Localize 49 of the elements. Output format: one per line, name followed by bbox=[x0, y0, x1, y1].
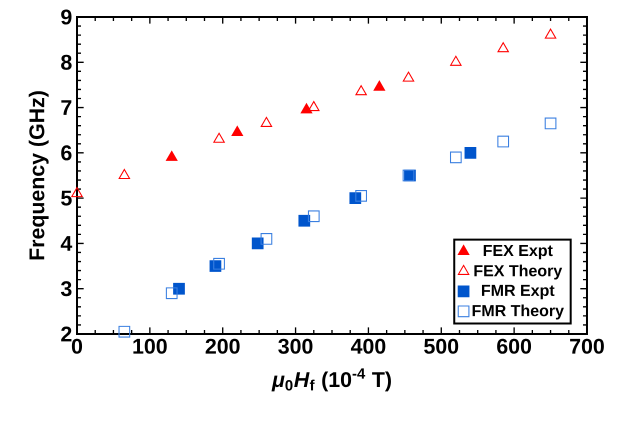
point bbox=[173, 282, 185, 295]
point bbox=[355, 85, 367, 96]
point bbox=[450, 152, 462, 164]
point bbox=[252, 238, 264, 250]
point bbox=[118, 168, 130, 180]
point bbox=[308, 101, 320, 112]
x-tick-label: 500 bbox=[424, 338, 458, 354]
y-tick-label: 9 bbox=[61, 9, 72, 25]
point bbox=[544, 118, 556, 130]
y-tick-label: 5 bbox=[61, 190, 72, 206]
point bbox=[308, 210, 320, 222]
point bbox=[402, 72, 414, 82]
legend-label: FMR Theory bbox=[472, 304, 564, 320]
point bbox=[118, 326, 130, 338]
point bbox=[544, 28, 556, 39]
point bbox=[213, 258, 225, 270]
x-tick-label: 700 bbox=[570, 338, 604, 354]
y-tick-label: 7 bbox=[61, 100, 72, 115]
point bbox=[260, 233, 272, 245]
point bbox=[166, 287, 178, 300]
legend-label: FEX Theory bbox=[474, 264, 562, 280]
point bbox=[355, 190, 368, 202]
x-axis-title: μ$_{0}$H$_{f}$ (10$^{-4}$ T) bbox=[272, 368, 391, 392]
point bbox=[166, 150, 178, 161]
point bbox=[464, 146, 476, 159]
x-tick-label: 600 bbox=[497, 338, 532, 354]
x-tick-label: 0 bbox=[72, 338, 82, 354]
point bbox=[213, 132, 225, 143]
x-tick-label: 200 bbox=[206, 338, 240, 354]
x-tick-label: 100 bbox=[133, 338, 167, 354]
point bbox=[260, 116, 272, 127]
legend-label: FMR Expt bbox=[482, 284, 554, 300]
y-axis-title: Frequency (GHz) bbox=[28, 91, 49, 260]
point bbox=[497, 136, 510, 148]
y-tick-label: 2 bbox=[61, 326, 72, 342]
y-tick-label: 6 bbox=[61, 145, 72, 160]
legend-label: FEX Expt bbox=[484, 244, 553, 260]
point bbox=[374, 80, 386, 91]
x-tick-label: 300 bbox=[278, 338, 312, 354]
point bbox=[71, 187, 83, 198]
y-tick-label: 3 bbox=[60, 281, 72, 296]
point bbox=[300, 103, 312, 114]
y-tick-label: 4 bbox=[60, 236, 72, 251]
point bbox=[497, 42, 509, 52]
point bbox=[450, 56, 462, 66]
x-tick-label: 400 bbox=[350, 338, 386, 354]
point bbox=[298, 214, 310, 227]
point bbox=[232, 126, 244, 136]
y-tick-label: 8 bbox=[61, 54, 72, 70]
